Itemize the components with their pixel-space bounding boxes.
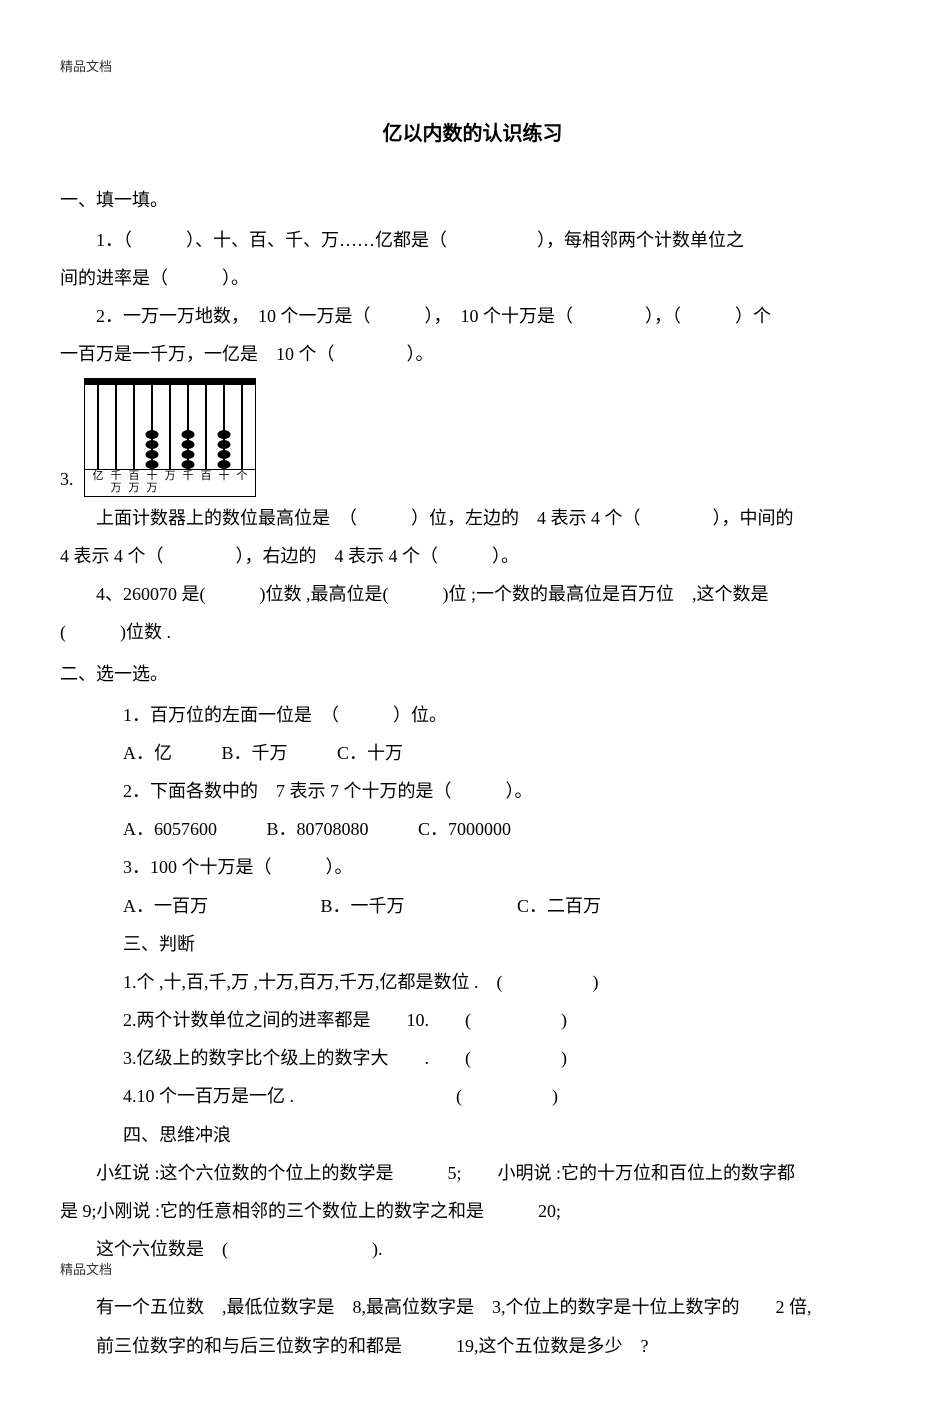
abacus-bead — [146, 440, 159, 449]
abacus-rod — [216, 385, 232, 469]
abacus-label: 万 — [161, 470, 179, 496]
abacus-bead — [182, 460, 195, 469]
abacus-label: 千万 — [107, 470, 125, 496]
abacus-bead — [146, 430, 159, 439]
s2-q3-optB: B．一千万 — [321, 889, 405, 923]
abacus-rod — [162, 385, 178, 469]
s2-q1-optC: C．十万 — [337, 736, 403, 770]
s2-q2-options: A．6057600 B．80708080 C．7000000 — [60, 812, 885, 846]
s2-q2-optB: B．80708080 — [267, 812, 369, 846]
abacus-rod — [198, 385, 214, 469]
s2-q1-optB: B．千万 — [222, 736, 288, 770]
s1-q3-line1: 上面计数器上的数位最高位是 （ ）位，左边的 4 表示 4 个（ ），中间的 — [60, 501, 885, 535]
s1-q3-line2: 4 表示 4 个（ ），右边的 4 表示 4 个（ ）。 — [60, 539, 885, 573]
section2-heading: 二、选一选。 — [60, 657, 885, 691]
section4-heading: 四、思维冲浪 — [60, 1118, 885, 1152]
s2-q1-optA: A．亿 — [123, 736, 172, 770]
s2-q2: 2．下面各数中的 7 表示 7 个十万的是（ ）。 — [60, 774, 885, 808]
abacus-bead — [218, 440, 231, 449]
s2-q1: 1．百万位的左面一位是 （ ）位。 — [60, 698, 885, 732]
abacus-label: 十万 — [143, 470, 161, 496]
abacus-bead — [146, 450, 159, 459]
abacus-label: 百 — [197, 470, 215, 496]
abacus-rod — [180, 385, 196, 469]
s4-p1-l1: 小红说 :这个六位数的个位上的数学是 5; 小明说 :它的十万位和百位上的数字都 — [60, 1156, 885, 1190]
abacus-rod — [144, 385, 160, 469]
s3-q1: 1.个 ,十,百,千,万 ,十万,百万,千万,亿都是数位 . ( ) — [60, 965, 885, 999]
s2-q1-options: A．亿 B．千万 C．十万 — [60, 736, 885, 770]
s4-p1-l2: 是 9;小刚说 :它的任意相邻的三个数位上的数字之和是 20; — [60, 1194, 885, 1228]
abacus-bead — [182, 450, 195, 459]
abacus-bead — [218, 450, 231, 459]
abacus-label: 十 — [215, 470, 233, 496]
abacus-label: 亿 — [89, 470, 107, 496]
abacus-rod — [126, 385, 142, 469]
abacus-diagram: 亿千万百万十万万千百十个 — [84, 378, 256, 497]
footer-watermark: 精品文档 — [60, 1258, 112, 1283]
s2-q2-optA: A．6057600 — [123, 812, 217, 846]
s1-q4-line2: ( )位数 . — [60, 615, 885, 649]
abacus-bead — [218, 430, 231, 439]
s4-p2-l2: 前三位数字的和与后三位数字的和都是 19,这个五位数是多少 ? — [60, 1329, 885, 1363]
abacus-rod — [234, 385, 250, 469]
s3-q2: 2.两个计数单位之间的进率都是 10. ( ) — [60, 1003, 885, 1037]
s1-q3-prefix: 3. — [60, 462, 74, 496]
s4-p2-l1: 有一个五位数 ,最低位数字是 8,最高位数字是 3,个位上的数字是十位上数字的 … — [60, 1290, 885, 1324]
s1-q1-line2: 间的进率是（ ）。 — [60, 261, 885, 295]
section3-heading: 三、判断 — [60, 927, 885, 961]
section1-heading: 一、填一填。 — [60, 183, 885, 217]
s2-q3-optA: A．一百万 — [123, 889, 208, 923]
header-watermark: 精品文档 — [60, 55, 885, 80]
page-title: 亿以内数的认识练习 — [60, 115, 885, 153]
abacus-bead — [182, 430, 195, 439]
s2-q3-optC: C．二百万 — [517, 889, 601, 923]
abacus-label: 千 — [179, 470, 197, 496]
s2-q3-options: A．一百万 B．一千万 C．二百万 — [60, 889, 885, 923]
s1-q4-line1: 4、260070 是( )位数 ,最高位是( )位 ;一个数的最高位是百万位 ,… — [60, 577, 885, 611]
s4-p1-l3: 这个六位数是 ( ). — [60, 1232, 885, 1266]
abacus-rod — [108, 385, 124, 469]
abacus-label: 个 — [233, 470, 251, 496]
s3-q3: 3.亿级上的数字比个级上的数字大 . ( ) — [60, 1041, 885, 1075]
s2-q2-optC: C．7000000 — [418, 812, 511, 846]
abacus-bead — [146, 460, 159, 469]
s3-q4: 4.10 个一百万是一亿 . ( ) — [60, 1079, 885, 1113]
abacus-bead — [182, 440, 195, 449]
s2-q3: 3．100 个十万是（ ）。 — [60, 850, 885, 884]
s1-q2-line1: 2．一万一万地数， 10 个一万是（ ）， 10 个十万是（ ），（ ）个 — [60, 299, 885, 333]
abacus-label: 百万 — [125, 470, 143, 496]
s1-q2-line2: 一百万是一千万，一亿是 10 个（ ）。 — [60, 337, 885, 371]
abacus-rod — [90, 385, 106, 469]
s1-q1-line1: 1．（ ）、十、百、千、万……亿都是（ ），每相邻两个计数单位之 — [60, 223, 885, 257]
abacus-bead — [218, 460, 231, 469]
